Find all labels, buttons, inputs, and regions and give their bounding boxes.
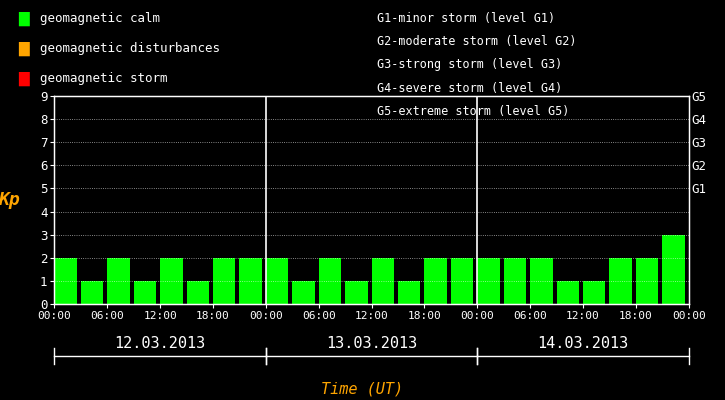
Bar — [160, 258, 183, 304]
Text: G3-strong storm (level G3): G3-strong storm (level G3) — [377, 58, 563, 72]
Bar — [266, 258, 289, 304]
Bar — [292, 281, 315, 304]
Text: █: █ — [18, 42, 29, 56]
Text: G5-extreme storm (level G5): G5-extreme storm (level G5) — [377, 105, 569, 118]
Text: 12.03.2013: 12.03.2013 — [115, 336, 206, 351]
Bar — [213, 258, 236, 304]
Text: Kp: Kp — [0, 191, 20, 209]
Text: █: █ — [18, 72, 29, 86]
Bar — [610, 258, 632, 304]
Bar — [663, 235, 685, 304]
Bar — [583, 281, 605, 304]
Bar — [424, 258, 447, 304]
Text: 14.03.2013: 14.03.2013 — [537, 336, 629, 351]
Bar — [636, 258, 658, 304]
Bar — [504, 258, 526, 304]
Text: geomagnetic disturbances: geomagnetic disturbances — [40, 42, 220, 55]
Bar — [371, 258, 394, 304]
Bar — [345, 281, 368, 304]
Text: Time (UT): Time (UT) — [321, 381, 404, 396]
Bar — [186, 281, 209, 304]
Text: G1-minor storm (level G1): G1-minor storm (level G1) — [377, 12, 555, 25]
Bar — [80, 281, 103, 304]
Bar — [557, 281, 579, 304]
Text: █: █ — [18, 12, 29, 26]
Bar — [451, 258, 473, 304]
Bar — [477, 258, 500, 304]
Bar — [319, 258, 341, 304]
Text: geomagnetic calm: geomagnetic calm — [40, 12, 160, 25]
Text: G4-severe storm (level G4): G4-severe storm (level G4) — [377, 82, 563, 95]
Text: geomagnetic storm: geomagnetic storm — [40, 72, 167, 85]
Bar — [398, 281, 420, 304]
Text: 13.03.2013: 13.03.2013 — [326, 336, 417, 351]
Bar — [54, 258, 77, 304]
Text: G2-moderate storm (level G2): G2-moderate storm (level G2) — [377, 35, 576, 48]
Bar — [107, 258, 130, 304]
Bar — [239, 258, 262, 304]
Bar — [133, 281, 156, 304]
Bar — [530, 258, 552, 304]
